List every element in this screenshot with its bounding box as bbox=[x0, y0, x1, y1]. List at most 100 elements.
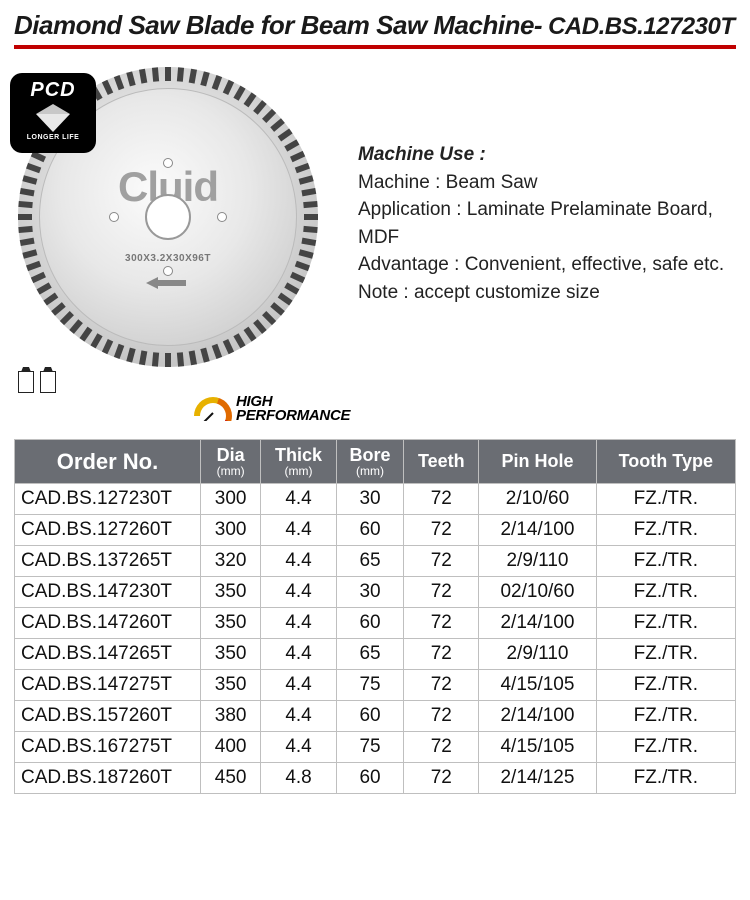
cell-tooth: FZ./TR. bbox=[596, 639, 735, 670]
cell-dia: 300 bbox=[201, 515, 261, 546]
cell-dia: 320 bbox=[201, 546, 261, 577]
cell-order: CAD.BS.137265T bbox=[15, 546, 201, 577]
cell-tooth: FZ./TR. bbox=[596, 732, 735, 763]
info-header: Machine Use : bbox=[358, 141, 736, 169]
cell-bore: 30 bbox=[336, 484, 403, 515]
cell-dia: 350 bbox=[201, 639, 261, 670]
blade-image-wrap: PCD LONGER LIFE Cluid 300X3.2X30X96T HIG… bbox=[14, 67, 334, 367]
blade-spec-text: 300X3.2X30X96T bbox=[125, 253, 211, 264]
pcd-badge-title: PCD bbox=[30, 79, 75, 102]
cell-teeth: 72 bbox=[404, 608, 479, 639]
cell-order: CAD.BS.147275T bbox=[15, 670, 201, 701]
cell-order: CAD.BS.157260T bbox=[15, 701, 201, 732]
col-dia: Dia(mm) bbox=[201, 440, 261, 484]
table-row: CAD.BS.147265T3504.465722/9/110FZ./TR. bbox=[15, 639, 736, 670]
cell-teeth: 72 bbox=[404, 515, 479, 546]
cell-teeth: 72 bbox=[404, 577, 479, 608]
cell-bore: 30 bbox=[336, 577, 403, 608]
cell-order: CAD.BS.167275T bbox=[15, 732, 201, 763]
cell-dia: 350 bbox=[201, 577, 261, 608]
table-row: CAD.BS.127260T3004.460722/14/100FZ./TR. bbox=[15, 515, 736, 546]
cell-teeth: 72 bbox=[404, 484, 479, 515]
cell-pin: 2/10/60 bbox=[479, 484, 596, 515]
cell-teeth: 72 bbox=[404, 546, 479, 577]
info-machine: Machine : Beam Saw bbox=[358, 169, 736, 197]
cell-teeth: 72 bbox=[404, 732, 479, 763]
page-title: Diamond Saw Blade for Beam Saw Machine- … bbox=[14, 10, 736, 49]
cell-bore: 60 bbox=[336, 701, 403, 732]
cell-bore: 65 bbox=[336, 546, 403, 577]
cell-tooth: FZ./TR. bbox=[596, 608, 735, 639]
cell-bore: 75 bbox=[336, 670, 403, 701]
cell-teeth: 72 bbox=[404, 639, 479, 670]
diamond-icon bbox=[36, 104, 70, 132]
cell-order: CAD.BS.127230T bbox=[15, 484, 201, 515]
table-row: CAD.BS.147260T3504.460722/14/100FZ./TR. bbox=[15, 608, 736, 639]
hp-text: HIGH PERFORMANCE bbox=[236, 395, 350, 424]
cell-pin: 02/10/60 bbox=[479, 577, 596, 608]
col-tooth: Tooth Type bbox=[596, 440, 735, 484]
cell-tooth: FZ./TR. bbox=[596, 577, 735, 608]
blade-pinhole bbox=[163, 158, 173, 168]
blade-bore bbox=[145, 194, 191, 240]
table-row: CAD.BS.147275T3504.475724/15/105FZ./TR. bbox=[15, 670, 736, 701]
blade-pinhole bbox=[109, 212, 119, 222]
tooth-tip-icon bbox=[40, 371, 56, 393]
cell-order: CAD.BS.127260T bbox=[15, 515, 201, 546]
col-teeth: Teeth bbox=[404, 440, 479, 484]
tooth-tip-icon bbox=[18, 371, 34, 393]
title-sku: CAD.BS.127230T bbox=[548, 13, 734, 41]
cell-pin: 2/14/100 bbox=[479, 515, 596, 546]
cell-order: CAD.BS.147265T bbox=[15, 639, 201, 670]
table-row: CAD.BS.157260T3804.460722/14/100FZ./TR. bbox=[15, 701, 736, 732]
info-advantage: Advantage : Convenient, effective, safe … bbox=[358, 251, 736, 279]
cell-pin: 2/14/125 bbox=[479, 763, 596, 794]
cell-thick: 4.4 bbox=[261, 577, 337, 608]
col-bore: Bore(mm) bbox=[336, 440, 403, 484]
cell-pin: 2/9/110 bbox=[479, 546, 596, 577]
cell-bore: 65 bbox=[336, 639, 403, 670]
cell-thick: 4.4 bbox=[261, 515, 337, 546]
cell-tooth: FZ./TR. bbox=[596, 484, 735, 515]
cell-pin: 4/15/105 bbox=[479, 670, 596, 701]
cell-order: CAD.BS.187260T bbox=[15, 763, 201, 794]
col-thick: Thick(mm) bbox=[261, 440, 337, 484]
cell-pin: 2/14/100 bbox=[479, 701, 596, 732]
table-row: CAD.BS.187260T4504.860722/14/125FZ./TR. bbox=[15, 763, 736, 794]
cell-tooth: FZ./TR. bbox=[596, 701, 735, 732]
cell-pin: 4/15/105 bbox=[479, 732, 596, 763]
high-performance-badge: HIGH PERFORMANCE bbox=[194, 395, 350, 424]
cell-thick: 4.4 bbox=[261, 701, 337, 732]
cell-order: CAD.BS.147230T bbox=[15, 577, 201, 608]
cell-tooth: FZ./TR. bbox=[596, 515, 735, 546]
cell-thick: 4.4 bbox=[261, 670, 337, 701]
cell-tooth: FZ./TR. bbox=[596, 546, 735, 577]
rotation-arrow-icon bbox=[146, 277, 190, 289]
cell-dia: 350 bbox=[201, 670, 261, 701]
title-main: Diamond Saw Blade for Beam Saw Machine- bbox=[14, 10, 542, 41]
cell-thick: 4.4 bbox=[261, 732, 337, 763]
table-row: CAD.BS.167275T4004.475724/15/105FZ./TR. bbox=[15, 732, 736, 763]
cell-teeth: 72 bbox=[404, 763, 479, 794]
cell-dia: 350 bbox=[201, 608, 261, 639]
cell-thick: 4.4 bbox=[261, 608, 337, 639]
cell-thick: 4.8 bbox=[261, 763, 337, 794]
table-row: CAD.BS.127230T3004.430722/10/60FZ./TR. bbox=[15, 484, 736, 515]
col-order: Order No. bbox=[15, 440, 201, 484]
cell-tooth: FZ./TR. bbox=[596, 763, 735, 794]
cell-thick: 4.4 bbox=[261, 546, 337, 577]
cell-teeth: 72 bbox=[404, 670, 479, 701]
pcd-badge-sub: LONGER LIFE bbox=[27, 134, 80, 141]
pcd-badge: PCD LONGER LIFE bbox=[10, 73, 96, 153]
machine-use-info: Machine Use : Machine : Beam Saw Applica… bbox=[358, 67, 736, 306]
cell-thick: 4.4 bbox=[261, 484, 337, 515]
blade-pinhole bbox=[163, 266, 173, 276]
gauge-icon bbox=[194, 397, 232, 421]
table-header-row: Order No. Dia(mm) Thick(mm) Bore(mm) Tee… bbox=[15, 440, 736, 484]
cell-teeth: 72 bbox=[404, 701, 479, 732]
cell-order: CAD.BS.147260T bbox=[15, 608, 201, 639]
cell-bore: 60 bbox=[336, 608, 403, 639]
cell-bore: 75 bbox=[336, 732, 403, 763]
tooth-tip-icons bbox=[18, 371, 56, 393]
hero-section: PCD LONGER LIFE Cluid 300X3.2X30X96T HIG… bbox=[14, 67, 736, 367]
